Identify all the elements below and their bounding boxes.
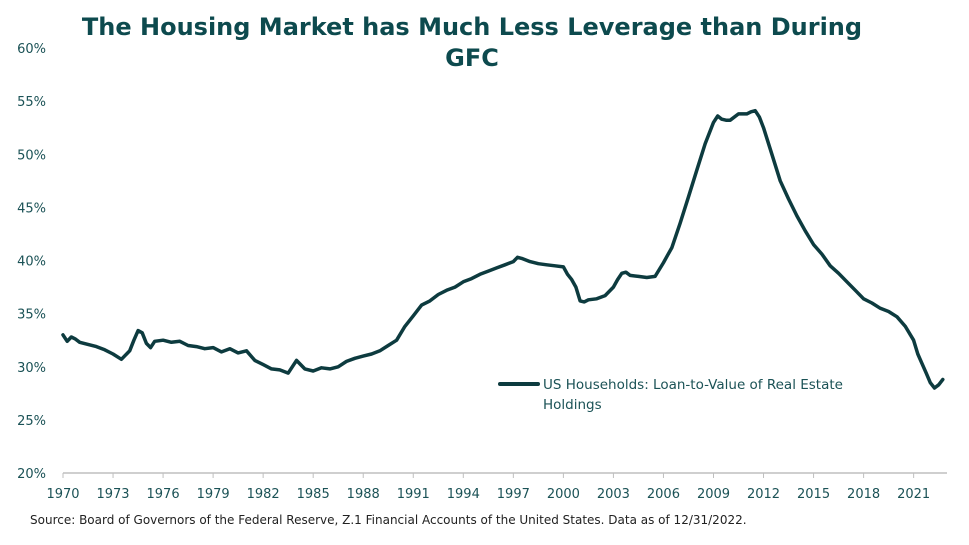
x-tick-label: 2006: [647, 487, 680, 502]
x-tick-label: 1994: [447, 487, 480, 502]
y-tick-label: 20%: [17, 467, 46, 482]
y-tick-label: 60%: [17, 42, 46, 57]
x-tick-label: 1982: [247, 487, 280, 502]
x-tick-label: 1976: [147, 487, 180, 502]
x-tick-label: 1970: [46, 487, 79, 502]
x-tick-label: 2021: [897, 487, 930, 502]
y-tick-label: 45%: [17, 201, 46, 216]
y-tick-label: 55%: [17, 95, 46, 110]
x-tick-label: 1979: [197, 487, 230, 502]
chart-title-line-1: The Housing Market has Much Less Leverag…: [82, 13, 862, 41]
chart-title-line-2: GFC: [445, 44, 499, 72]
legend-label: US Households: Loan-to-Value of Real Est…: [543, 377, 843, 413]
series-line-loan-to-value: [61, 108, 945, 390]
x-tick-label: 2015: [797, 487, 830, 502]
y-tick-label: 50%: [17, 148, 46, 163]
legend: US Households: Loan-to-Value of Real Est…: [498, 377, 843, 413]
x-tick-label: 1985: [297, 487, 330, 502]
y-tick-label: 35%: [17, 308, 46, 323]
y-axis: 20% 25% 30% 35% 40% 45% 50% 55% 60%: [17, 42, 46, 482]
legend-label-line: Holdings: [543, 397, 602, 413]
x-tick-label: 2018: [847, 487, 880, 502]
y-tick-label: 25%: [17, 414, 46, 429]
x-tick-label: 1973: [96, 487, 129, 502]
x-tick-label: 1991: [397, 487, 430, 502]
x-tick-label: 2003: [597, 487, 630, 502]
source-note: Source: Board of Governors of the Federa…: [30, 513, 747, 527]
y-tick-label: 40%: [17, 255, 46, 270]
y-tick-label: 30%: [17, 361, 46, 376]
x-tick-label: 2000: [547, 487, 580, 502]
x-tick-label: 1988: [347, 487, 380, 502]
x-tick-label: 2012: [747, 487, 780, 502]
legend-label-line: US Households: Loan-to-Value of Real Est…: [543, 377, 843, 393]
x-tick-label: 1997: [497, 487, 530, 502]
x-axis: 1970 1973 1976 1979 1982 1985 1988 1991 1994 1997…: [46, 473, 930, 502]
line-chart: The Housing Market has Much Less Leverag…: [17, 13, 947, 502]
x-tick-label: 2009: [697, 487, 730, 502]
